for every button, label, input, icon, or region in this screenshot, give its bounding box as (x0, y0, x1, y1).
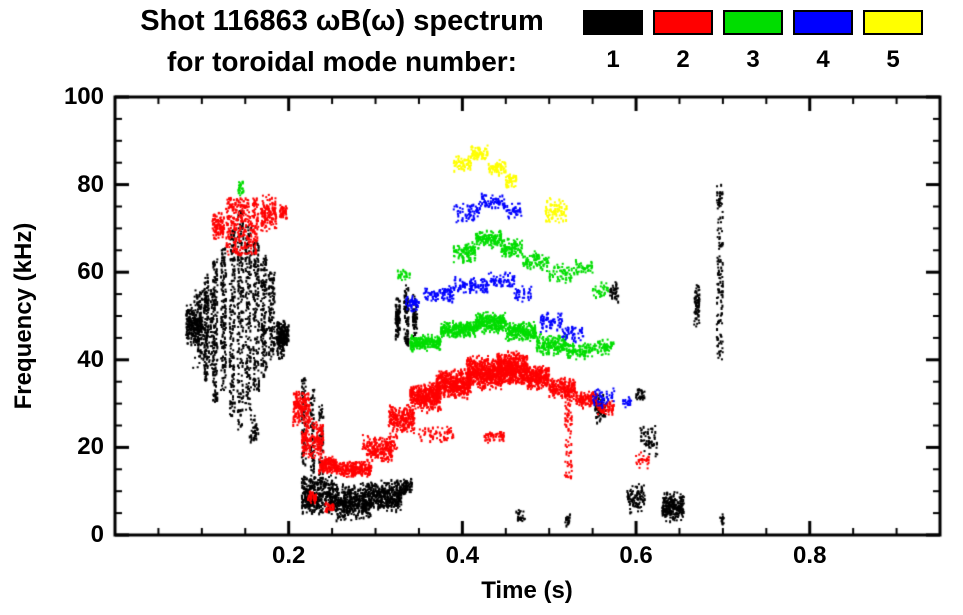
chart-subtitle: for toroidal mode number: (167, 46, 517, 77)
legend-swatches (578, 10, 930, 35)
x-axis-label: Time (s) (481, 577, 573, 604)
mode-1-legend-label: 1 (606, 46, 620, 73)
x-tick-label: 0.4 (445, 542, 480, 569)
mode-5-swatch (863, 10, 923, 35)
mode-4-legend-label: 4 (816, 46, 830, 73)
legend: 1 2 3 4 5 (578, 10, 930, 73)
x-tick-label: 0.8 (793, 542, 827, 569)
x-tick-label: 0.6 (619, 542, 653, 569)
mode-1-swatch (583, 10, 643, 35)
legend-numbers: 1 2 3 4 5 (578, 47, 930, 73)
mode-5-legend-label: 5 (886, 46, 900, 73)
y-tick-label: 40 (77, 345, 104, 373)
y-tick-label: 60 (77, 258, 104, 286)
y-tick-label: 100 (63, 83, 104, 110)
mode-2-legend-label: 2 (676, 46, 690, 73)
y-tick-label: 20 (77, 433, 104, 461)
y-tick-label: 80 (77, 170, 104, 198)
chart-title: Shot 116863 ωB(ω) spectrum (140, 5, 544, 37)
y-axis-label: Frequency (kHz) (10, 222, 37, 410)
mode-3-swatch (723, 10, 783, 35)
title-block: Shot 116863 ωB(ω) spectrum for toroidal … (108, 4, 576, 78)
mode-2-swatch (653, 10, 713, 35)
mode-4-swatch (793, 10, 853, 35)
x-tick-label: 0.2 (271, 542, 306, 569)
mode-3-legend-label: 3 (746, 46, 760, 73)
y-tick-label: 0 (90, 521, 104, 548)
